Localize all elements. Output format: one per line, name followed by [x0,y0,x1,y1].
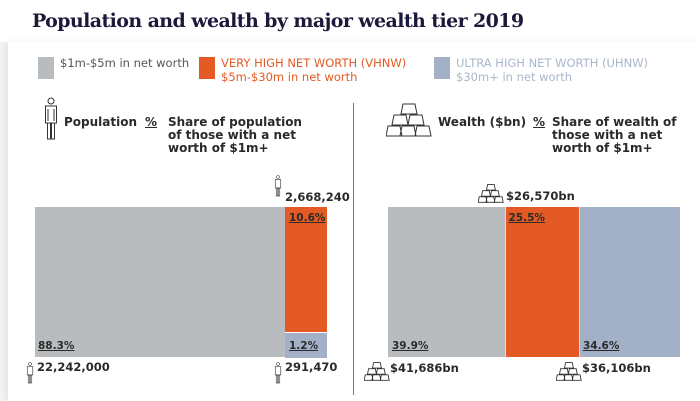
gold-bars-icon [477,184,505,208]
legend-sublabel: $5m-$30m in net worth [221,70,358,84]
legend-label: $1m-$5m in net worth [60,56,190,70]
value-label-1m-5m: $41,686bn [390,361,459,375]
value-label-uhnw: $36,106bn [582,361,651,375]
desc-line: worth of $1m+ [552,141,653,155]
share-label-1m-5m: 88.3% [38,340,75,352]
population-share-description: Share of population of those with a net … [168,116,302,155]
bar-uhnw [285,332,327,358]
person-icon [274,175,282,203]
population-label: Population [64,115,138,129]
gold-bars-icon [363,362,391,386]
gold-bars-icon [386,103,432,137]
chart-title: Population and wealth by major wealth ti… [32,10,524,32]
share-label-uhnw: 1.2% [289,340,319,352]
legend-swatch-gray [38,57,54,79]
legend-sublabel: $30m+ in net worth [456,70,573,84]
gold-bars-icon [555,362,583,386]
value-label-uhnw: 291,470 [285,360,338,374]
percent-symbol: % [533,115,546,129]
legend-label: ULTRA HIGH NET WORTH (UHNW) [456,56,649,70]
desc-line: of those with a net [168,128,296,142]
bar-vhnw [285,207,327,332]
bar-1m-5m [35,207,285,357]
legend-label: VERY HIGH NET WORTH (VHNW) [221,56,407,70]
share-label-uhnw: 34.6% [582,340,620,352]
legend-item-1m-5m: $1m-$5m in net worth [38,56,189,79]
bar-vhnw [504,207,579,357]
share-label-vhnw: 10.6% [289,212,326,224]
bar-uhnw [578,207,680,357]
panel-divider [353,103,354,395]
desc-line: Share of wealth of [552,115,677,129]
person-icon [45,97,57,140]
wealth-share-description: Share of wealth of those with a net wort… [552,116,677,155]
percent-symbol: % [145,115,158,129]
share-label-1m-5m: 39.9% [392,340,429,352]
wealth-label: Wealth ($bn) [438,115,527,129]
legend-item-uhnw: ULTRA HIGH NET WORTH (UHNW) $30m+ in net… [434,56,648,84]
legend-swatch-orange [199,57,215,79]
bar-1m-5m [388,207,505,357]
value-label-vhnw: 2,668,240 [285,190,350,204]
person-icon [274,362,282,390]
person-icon [26,362,34,390]
desc-line: worth of $1m+ [168,141,269,155]
desc-line: Share of population [168,115,302,129]
legend-swatch-blue [434,57,450,79]
desc-line: those with a net [552,128,663,142]
value-label-vhnw: $26,570bn [506,189,575,203]
legend-item-vhnw: VERY HIGH NET WORTH (VHNW) $5m-$30m in n… [199,56,406,84]
share-label-vhnw: 25.5% [508,212,545,224]
page-margin [0,42,8,401]
value-label-1m-5m: 22,242,000 [37,360,110,374]
